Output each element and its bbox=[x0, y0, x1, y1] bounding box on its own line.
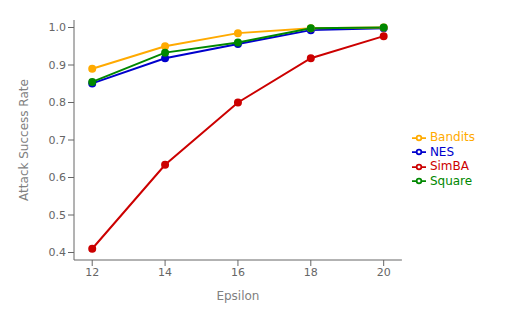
svg-text:20: 20 bbox=[377, 266, 391, 279]
html-text:SimBA: SimBA bbox=[429, 159, 469, 173]
svg-text:0.9: 0.9 bbox=[49, 59, 67, 72]
svg-text:18: 18 bbox=[304, 266, 318, 279]
html-text:Bandits: Bandits bbox=[429, 130, 475, 144]
svg-text:Attack Success Rate: Attack Success Rate bbox=[17, 79, 31, 201]
svg-text:0.7: 0.7 bbox=[49, 134, 67, 147]
svg-text:0.8: 0.8 bbox=[49, 96, 67, 109]
svg-text:1.0: 1.0 bbox=[49, 21, 67, 34]
svg-text:12: 12 bbox=[85, 266, 99, 279]
svg-text:0.4: 0.4 bbox=[49, 246, 67, 259]
html-text:Square: Square bbox=[429, 173, 473, 188]
svg-text:0.6: 0.6 bbox=[49, 171, 67, 184]
svg-text:0.5: 0.5 bbox=[49, 209, 67, 222]
svg-text:14: 14 bbox=[158, 266, 172, 279]
svg-text:16: 16 bbox=[231, 266, 245, 279]
svg-text:Epsilon: Epsilon bbox=[216, 289, 259, 303]
html-text:NES: NES bbox=[429, 144, 455, 159]
